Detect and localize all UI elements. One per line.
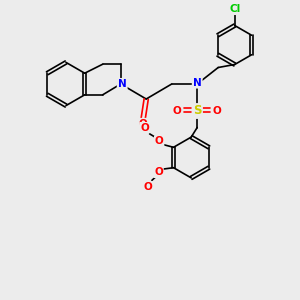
Text: O: O	[155, 136, 164, 146]
Text: N: N	[193, 77, 202, 88]
Text: O: O	[213, 106, 222, 116]
Text: O: O	[144, 182, 152, 192]
Text: O: O	[154, 167, 163, 177]
Text: N: N	[118, 79, 127, 89]
Text: Cl: Cl	[229, 4, 240, 14]
Text: S: S	[193, 104, 202, 118]
Text: O: O	[173, 106, 182, 116]
Text: O: O	[139, 119, 148, 129]
Text: O: O	[140, 123, 149, 133]
